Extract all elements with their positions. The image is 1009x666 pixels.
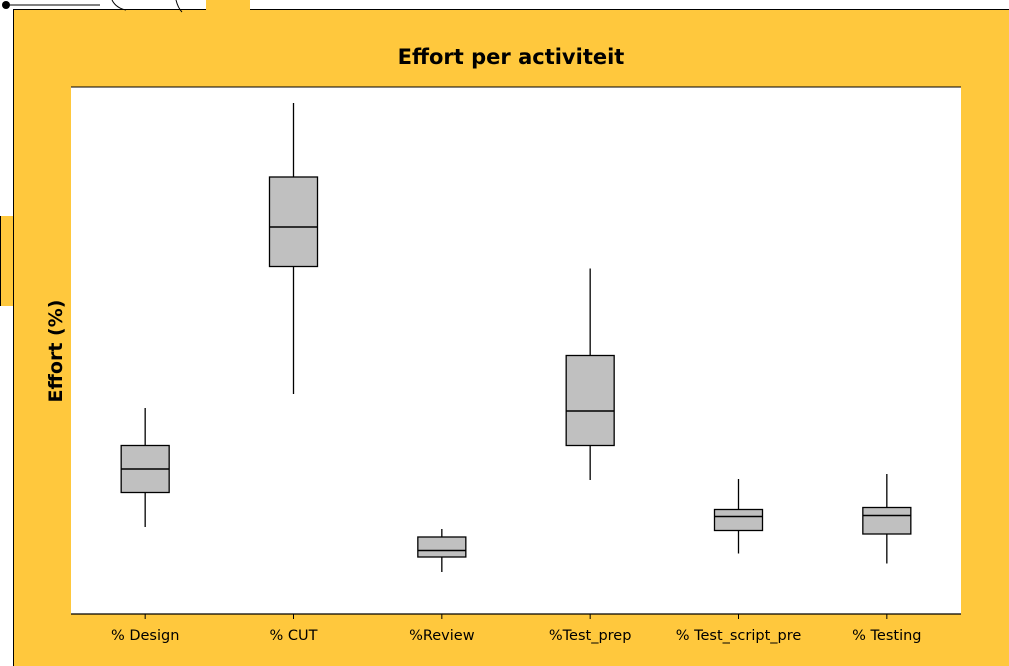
- box-5: [713, 479, 764, 554]
- chart-title: Effort per activiteit: [398, 45, 625, 69]
- x-tick-label: % Testing: [852, 628, 921, 644]
- box-6: [862, 474, 912, 564]
- x-tick-label: %Test_prep: [549, 628, 632, 644]
- x-tick-label: % CUT: [270, 628, 318, 644]
- iqr-box: [713, 508, 764, 532]
- x-tick-label: %Review: [409, 628, 475, 644]
- boxes-layer: [120, 103, 912, 572]
- box-1: [120, 408, 170, 527]
- box-4: [565, 268, 615, 480]
- x-tick-label: % Test_script_pre: [676, 628, 802, 644]
- left-edge-fragment: [0, 216, 13, 306]
- box-3: [417, 529, 467, 572]
- x-tick-label: % Design: [111, 628, 179, 644]
- iqr-box: [417, 536, 467, 558]
- cropped-decoration: [2, 0, 250, 13]
- x-tick-labels: % Design % CUT %Review %Test_prep % Test_scr…: [111, 614, 922, 644]
- plot-area: [71, 87, 961, 614]
- iqr-box: [862, 506, 912, 535]
- iqr-box: [268, 176, 319, 268]
- y-axis-label: Effort (%): [45, 300, 67, 403]
- box-2: [268, 103, 319, 394]
- iqr-box: [565, 354, 615, 447]
